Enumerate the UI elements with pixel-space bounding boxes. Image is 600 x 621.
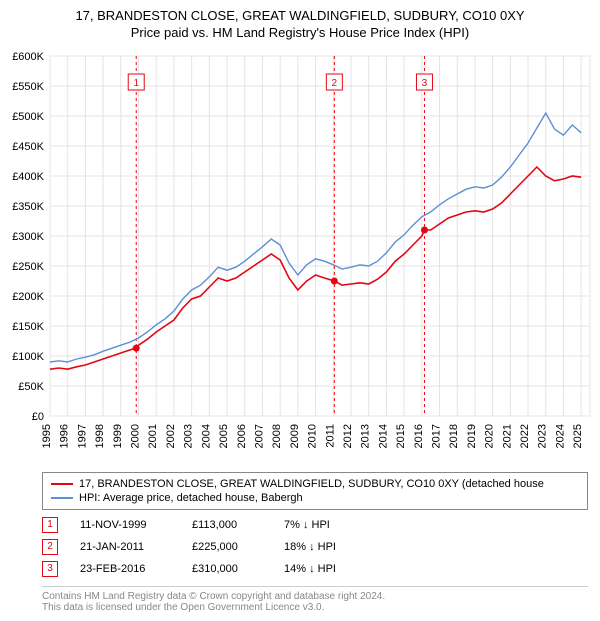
event-price-1: £113,000 bbox=[192, 519, 262, 531]
svg-text:2014: 2014 bbox=[377, 424, 389, 448]
svg-text:2003: 2003 bbox=[183, 424, 195, 448]
svg-text:£600K: £600K bbox=[12, 51, 44, 63]
svg-text:1996: 1996 bbox=[59, 424, 71, 448]
svg-text:2007: 2007 bbox=[253, 424, 265, 448]
svg-text:£50K: £50K bbox=[18, 381, 44, 393]
svg-text:2011: 2011 bbox=[324, 424, 336, 448]
event-row-2: 2 21-JAN-2011 £225,000 18% ↓ HPI bbox=[42, 536, 588, 558]
svg-text:£150K: £150K bbox=[12, 321, 44, 333]
svg-text:1997: 1997 bbox=[76, 424, 88, 448]
svg-text:£500K: £500K bbox=[12, 111, 44, 123]
svg-text:2012: 2012 bbox=[342, 424, 354, 448]
legend-swatch-hpi bbox=[51, 497, 73, 499]
svg-text:2009: 2009 bbox=[289, 424, 301, 448]
event-badge-3: 3 bbox=[42, 561, 58, 577]
legend-box: 17, BRANDESTON CLOSE, GREAT WALDINGFIELD… bbox=[42, 472, 588, 510]
event-date-3: 23-FEB-2016 bbox=[80, 563, 170, 575]
event-diff-2: 18% ↓ HPI bbox=[284, 541, 374, 553]
svg-text:2004: 2004 bbox=[200, 424, 212, 448]
title-line-2: Price paid vs. HM Land Registry's House … bbox=[0, 25, 600, 42]
chart-area: £0 £50K £100K £150K £200K £250K £300K £350K £400… bbox=[0, 46, 600, 466]
svg-text:£300K: £300K bbox=[12, 231, 44, 243]
events-block: 1 11-NOV-1999 £113,000 7% ↓ HPI 2 21-JAN… bbox=[42, 514, 588, 580]
footer-line-2: This data is licensed under the Open Gov… bbox=[42, 602, 588, 613]
svg-text:2002: 2002 bbox=[165, 424, 177, 448]
svg-text:2016: 2016 bbox=[413, 424, 425, 448]
event-price-3: £310,000 bbox=[192, 563, 262, 575]
svg-text:2: 2 bbox=[332, 78, 338, 89]
event-diff-3: 14% ↓ HPI bbox=[284, 563, 374, 575]
svg-text:2017: 2017 bbox=[431, 424, 443, 448]
event-diff-1: 7% ↓ HPI bbox=[284, 519, 374, 531]
svg-text:2023: 2023 bbox=[537, 424, 549, 448]
svg-text:1999: 1999 bbox=[112, 424, 124, 448]
svg-text:2020: 2020 bbox=[484, 424, 496, 448]
svg-text:2008: 2008 bbox=[271, 424, 283, 448]
legend-item-hpi: HPI: Average price, detached house, Babe… bbox=[51, 491, 579, 505]
svg-text:£450K: £450K bbox=[12, 141, 44, 153]
svg-text:£550K: £550K bbox=[12, 81, 44, 93]
legend-label-hpi: HPI: Average price, detached house, Babe… bbox=[79, 492, 303, 504]
svg-text:2018: 2018 bbox=[448, 424, 460, 448]
svg-text:2001: 2001 bbox=[147, 424, 159, 448]
svg-text:1995: 1995 bbox=[41, 424, 53, 448]
legend-item-property: 17, BRANDESTON CLOSE, GREAT WALDINGFIELD… bbox=[51, 477, 579, 491]
event-date-1: 11-NOV-1999 bbox=[80, 519, 170, 531]
svg-text:£100K: £100K bbox=[12, 351, 44, 363]
svg-text:£200K: £200K bbox=[12, 291, 44, 303]
event-date-2: 21-JAN-2011 bbox=[80, 541, 170, 553]
event-price-2: £225,000 bbox=[192, 541, 262, 553]
svg-text:1998: 1998 bbox=[94, 424, 106, 448]
svg-text:2006: 2006 bbox=[236, 424, 248, 448]
svg-text:2005: 2005 bbox=[218, 424, 230, 448]
event-badge-1: 1 bbox=[42, 517, 58, 533]
svg-text:2010: 2010 bbox=[307, 424, 319, 448]
svg-text:2022: 2022 bbox=[519, 424, 531, 448]
svg-text:1: 1 bbox=[133, 78, 139, 89]
event-row-3: 3 23-FEB-2016 £310,000 14% ↓ HPI bbox=[42, 558, 588, 580]
svg-text:2024: 2024 bbox=[554, 424, 566, 448]
line-chart-svg: £0 £50K £100K £150K £200K £250K £300K £350K £400… bbox=[0, 46, 600, 466]
title-line-1: 17, BRANDESTON CLOSE, GREAT WALDINGFIELD… bbox=[0, 8, 600, 25]
svg-text:2019: 2019 bbox=[466, 424, 478, 448]
footer-line-1: Contains HM Land Registry data © Crown c… bbox=[42, 591, 588, 602]
chart-container: 17, BRANDESTON CLOSE, GREAT WALDINGFIELD… bbox=[0, 0, 600, 613]
legend-label-property: 17, BRANDESTON CLOSE, GREAT WALDINGFIELD… bbox=[79, 478, 544, 490]
svg-text:2025: 2025 bbox=[572, 424, 584, 448]
event-row-1: 1 11-NOV-1999 £113,000 7% ↓ HPI bbox=[42, 514, 588, 536]
title-block: 17, BRANDESTON CLOSE, GREAT WALDINGFIELD… bbox=[0, 0, 600, 46]
event-badge-2: 2 bbox=[42, 539, 58, 555]
svg-text:£0: £0 bbox=[32, 411, 44, 423]
svg-text:£350K: £350K bbox=[12, 201, 44, 213]
legend-swatch-property bbox=[51, 483, 73, 485]
svg-text:3: 3 bbox=[422, 78, 428, 89]
svg-text:2000: 2000 bbox=[130, 424, 142, 448]
svg-text:2013: 2013 bbox=[360, 424, 372, 448]
svg-text:£250K: £250K bbox=[12, 261, 44, 273]
svg-text:2015: 2015 bbox=[395, 424, 407, 448]
svg-text:£400K: £400K bbox=[12, 171, 44, 183]
svg-text:2021: 2021 bbox=[501, 424, 513, 448]
